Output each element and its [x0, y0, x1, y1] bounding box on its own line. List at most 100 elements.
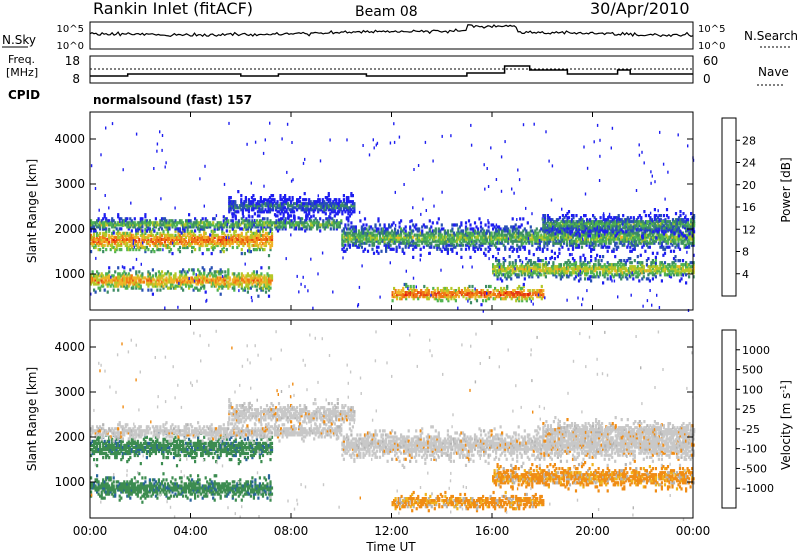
scatter-cell — [162, 237, 165, 241]
scatter-cell — [400, 241, 403, 245]
scatter-cell — [255, 231, 258, 235]
scatter-cell — [475, 237, 478, 241]
freq-unit: [MHz] — [6, 66, 38, 79]
scatter-cell — [582, 233, 585, 237]
scatter-cell — [593, 241, 596, 245]
scatter-cell — [186, 276, 189, 280]
scatter-cell — [233, 280, 236, 284]
scatter-cell — [383, 225, 386, 229]
scatter-cell — [614, 241, 617, 245]
scatter-cell — [115, 239, 118, 244]
scatter-cell — [245, 233, 248, 237]
scatter-cell — [222, 223, 225, 227]
scatter-cell — [668, 245, 671, 249]
scatter-cell — [287, 198, 290, 202]
scatter-cell — [574, 261, 578, 265]
scatter-cell — [247, 198, 250, 202]
scatter-cell — [504, 225, 507, 229]
scatter-cell — [332, 208, 335, 212]
scatter-cell — [177, 229, 180, 233]
scatter-cell — [221, 223, 224, 227]
scatter-cell — [222, 225, 225, 229]
scatter-cell — [153, 278, 156, 282]
scatter-cell — [347, 237, 350, 241]
scatter-cell — [93, 225, 96, 229]
scatter-cell — [378, 231, 382, 235]
scatter-cell — [245, 280, 248, 284]
scatter-cell — [492, 255, 495, 259]
scatter-cell — [434, 231, 437, 235]
scatter-cell — [121, 233, 124, 237]
scatter-cell — [363, 233, 367, 237]
scatter-cell — [351, 194, 354, 198]
scatter-cell — [319, 229, 322, 233]
scatter-cell — [467, 235, 471, 239]
scatter-cell — [225, 280, 228, 284]
scatter-cell — [169, 248, 173, 252]
scatter-cell — [469, 255, 472, 259]
scatter-cell — [368, 239, 371, 243]
scatter-cell — [121, 278, 124, 282]
noise-left-tick-top: 10^5 — [57, 24, 84, 35]
scatter-cell — [210, 233, 213, 237]
scatter-cell — [215, 284, 218, 288]
scatter-cell — [213, 245, 216, 250]
scatter-cell — [151, 233, 154, 237]
scatter-cell — [221, 225, 224, 229]
scatter-cell — [451, 243, 454, 247]
scatter-cell — [262, 198, 266, 202]
scatter-cell — [96, 235, 99, 239]
scatter-cell — [261, 225, 265, 229]
scatter-cell — [228, 237, 231, 241]
scatter-cell — [245, 227, 248, 231]
scatter-cell — [427, 243, 430, 247]
scatter-cell — [261, 237, 265, 241]
scatter-cell — [464, 231, 468, 235]
scatter-cell — [269, 223, 272, 227]
scatter-cell — [124, 231, 127, 235]
scatter-cell — [126, 243, 129, 248]
scatter-cell — [314, 221, 317, 225]
scatter-cell — [511, 233, 514, 237]
scatter-cell — [159, 231, 162, 235]
scatter-cell — [185, 274, 188, 278]
scatter-cell — [121, 282, 124, 286]
scatter-cell — [430, 225, 433, 229]
scatter-cell — [188, 213, 191, 217]
scatter-cell — [374, 235, 377, 239]
scatter-cell — [489, 233, 492, 237]
cpid-value: normalsound (fast) 157 — [93, 93, 252, 107]
scatter-cell — [311, 208, 314, 212]
scatter-cell — [529, 237, 532, 241]
scatter-cell — [299, 206, 302, 210]
scatter-cell — [99, 223, 102, 227]
scatter-cell — [231, 221, 234, 225]
scatter-cell — [120, 221, 123, 225]
scatter-cell — [93, 233, 96, 237]
scatter-cell — [237, 280, 240, 284]
scatter-cell — [185, 219, 188, 223]
scatter-cell — [270, 235, 274, 239]
scatter-cell — [243, 202, 246, 206]
scatter-cell — [133, 241, 136, 246]
scatter-cell — [254, 231, 257, 235]
scatter-cell — [260, 274, 263, 278]
scatter-cell — [219, 221, 222, 225]
scatter-cell — [265, 210, 269, 214]
scatter-cell — [147, 270, 150, 274]
scatter-cell — [204, 239, 207, 244]
scatter-cell — [451, 235, 454, 239]
scatter-cell — [594, 241, 597, 245]
scatter-cell — [300, 204, 303, 208]
scatter-cell — [237, 237, 240, 241]
scatter-cell — [365, 231, 368, 235]
scatter-cell — [458, 235, 461, 239]
scatter-cell — [219, 276, 222, 280]
scatter-cell — [192, 278, 195, 282]
scatter-cell — [209, 241, 212, 246]
scatter-cell — [242, 243, 245, 248]
scatter-cell — [186, 278, 189, 282]
scatter-cell — [207, 225, 210, 229]
scatter-cell — [254, 237, 257, 241]
scatter-cell — [159, 241, 162, 246]
